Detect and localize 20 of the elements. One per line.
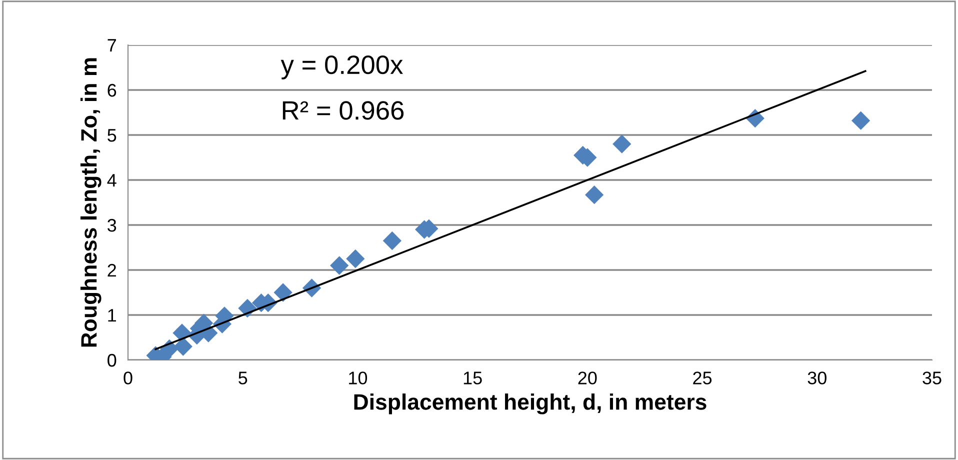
- y-tick-label: 2: [108, 264, 116, 277]
- y-tick-label: 0: [108, 354, 116, 367]
- x-axis-title: Displacement height, d, in meters: [354, 394, 706, 414]
- annotation: y = 0.200x: [280, 55, 403, 80]
- y-tick-label: 3: [108, 218, 116, 232]
- x-tick-label: 35: [922, 372, 942, 384]
- x-tick-label: 5: [238, 372, 248, 384]
- x-tick-label: 15: [464, 372, 482, 384]
- x-tick-label: 10: [349, 372, 368, 384]
- x-tick-label: 0: [124, 372, 132, 384]
- y-axis-title: Roughness length, Zo, in m: [80, 58, 102, 347]
- x-tick-label: 20: [578, 372, 597, 384]
- x-tick-label: 25: [693, 372, 712, 384]
- y-tick-label: 1: [108, 309, 116, 322]
- x-tick-label: 30: [808, 372, 826, 384]
- y-tick-label: 6: [108, 84, 116, 97]
- y-tick-label: 7: [108, 39, 116, 52]
- y-tick-label: 5: [108, 129, 116, 142]
- y-tick-label: 4: [107, 174, 116, 187]
- annotation: R² = 0.966: [282, 101, 404, 120]
